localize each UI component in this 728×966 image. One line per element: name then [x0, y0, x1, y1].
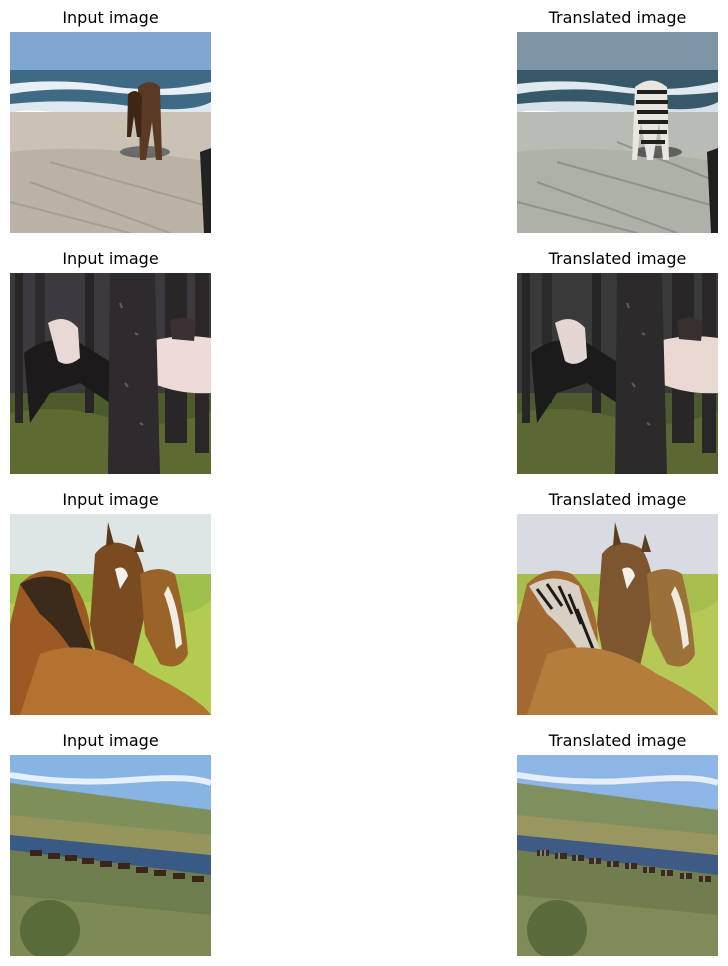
translated-image-title-1: Translated image: [548, 8, 687, 27]
translated-image-2: [517, 273, 718, 474]
translated-image-4: [517, 755, 718, 956]
translated-image-title-2: Translated image: [548, 249, 687, 268]
input-image-title-2: Input image: [62, 249, 159, 268]
translated-image-title-4: Translated image: [548, 731, 687, 750]
input-image-1: [10, 32, 211, 233]
input-image-2: [10, 273, 211, 474]
translated-image-title-3: Translated image: [548, 490, 687, 509]
input-image-4: [10, 755, 211, 956]
input-image-title-1: Input image: [62, 8, 159, 27]
input-image-title-4: Input image: [62, 731, 159, 750]
input-image-title-3: Input image: [62, 490, 159, 509]
translated-image-3: [517, 514, 718, 715]
translated-image-1: [517, 32, 718, 233]
input-image-3: [10, 514, 211, 715]
